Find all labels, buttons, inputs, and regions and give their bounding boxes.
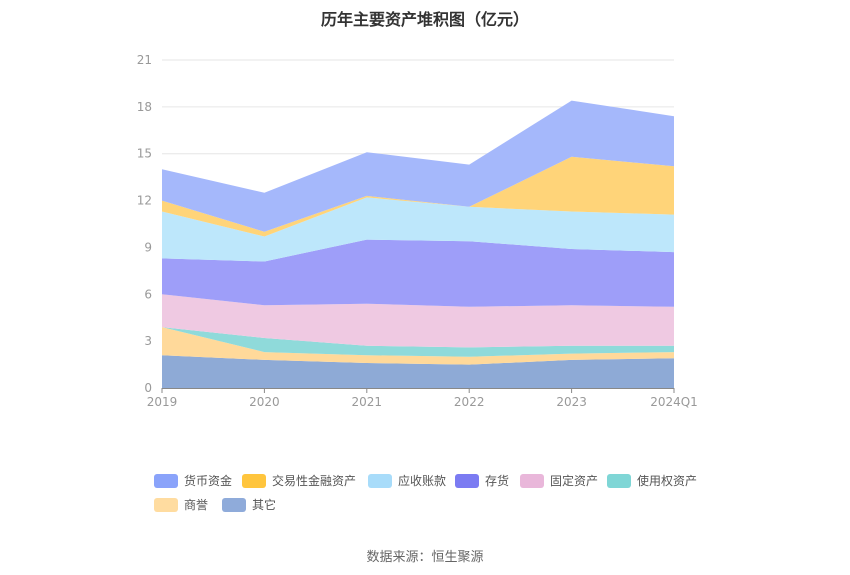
legend-item[interactable]: 交易性金融资产 [242,473,356,488]
legend-swatch [607,474,631,488]
legend-label: 应收账款 [398,473,446,488]
legend-item[interactable]: 存货 [455,473,509,488]
legend-swatch [222,498,246,512]
legend-swatch [154,498,178,512]
legend-label: 存货 [485,473,509,488]
y-tick-label: 9 [144,240,152,254]
legend-item[interactable]: 应收账款 [368,473,446,488]
area-series-1 [162,327,674,365]
area-series-2 [162,327,674,357]
data-source-note: 数据来源：恒生聚源 [366,550,484,565]
legend-item[interactable]: 其它 [222,497,276,512]
legend-swatch [242,474,266,488]
y-tick-label: 6 [144,287,152,301]
area-series [162,100,674,388]
legend-swatch [154,474,178,488]
y-tick-label: 12 [137,194,152,208]
legend-label: 交易性金融资产 [272,473,356,488]
chart-title: 历年主要资产堆积图（亿元） [320,10,529,29]
area-series-7 [162,100,674,232]
y-tick-label: 21 [137,53,152,67]
x-tick-label: 2019 [147,395,178,409]
area-series-4 [162,239,674,307]
y-tick-label: 15 [137,147,152,161]
legend-swatch [520,474,544,488]
legend-swatch [368,474,392,488]
area-series-6 [162,156,674,237]
x-tick-label: 2022 [454,395,485,409]
x-tick-label: 2023 [556,395,587,409]
area-series-3 [162,294,674,348]
legend-label: 固定资产 [550,473,598,488]
legend-item[interactable]: 使用权资产 [607,473,697,488]
area-series-5 [162,197,674,262]
area-series-0 [162,355,674,388]
legend-item[interactable]: 商誉 [154,497,208,512]
y-tick-label: 18 [137,100,152,114]
legend-label: 其它 [252,497,276,512]
axes: 0 3 6 9 12 15 18 21 2019 2020 2021 2022 2023 2024Q1 [137,53,698,409]
y-tick-label: 0 [144,381,152,395]
y-tick-label: 3 [144,334,152,348]
legend-swatch [455,474,479,488]
x-tick-label: 2021 [352,395,383,409]
legend-label: 使用权资产 [637,473,697,488]
legend-item[interactable]: 货币资金 [154,473,232,488]
legend-label: 商誉 [184,497,208,512]
x-tick-label: 2024Q1 [650,395,698,409]
x-tick-label: 2020 [249,395,280,409]
legend-item[interactable]: 固定资产 [520,473,598,488]
legend-label: 货币资金 [184,473,232,488]
